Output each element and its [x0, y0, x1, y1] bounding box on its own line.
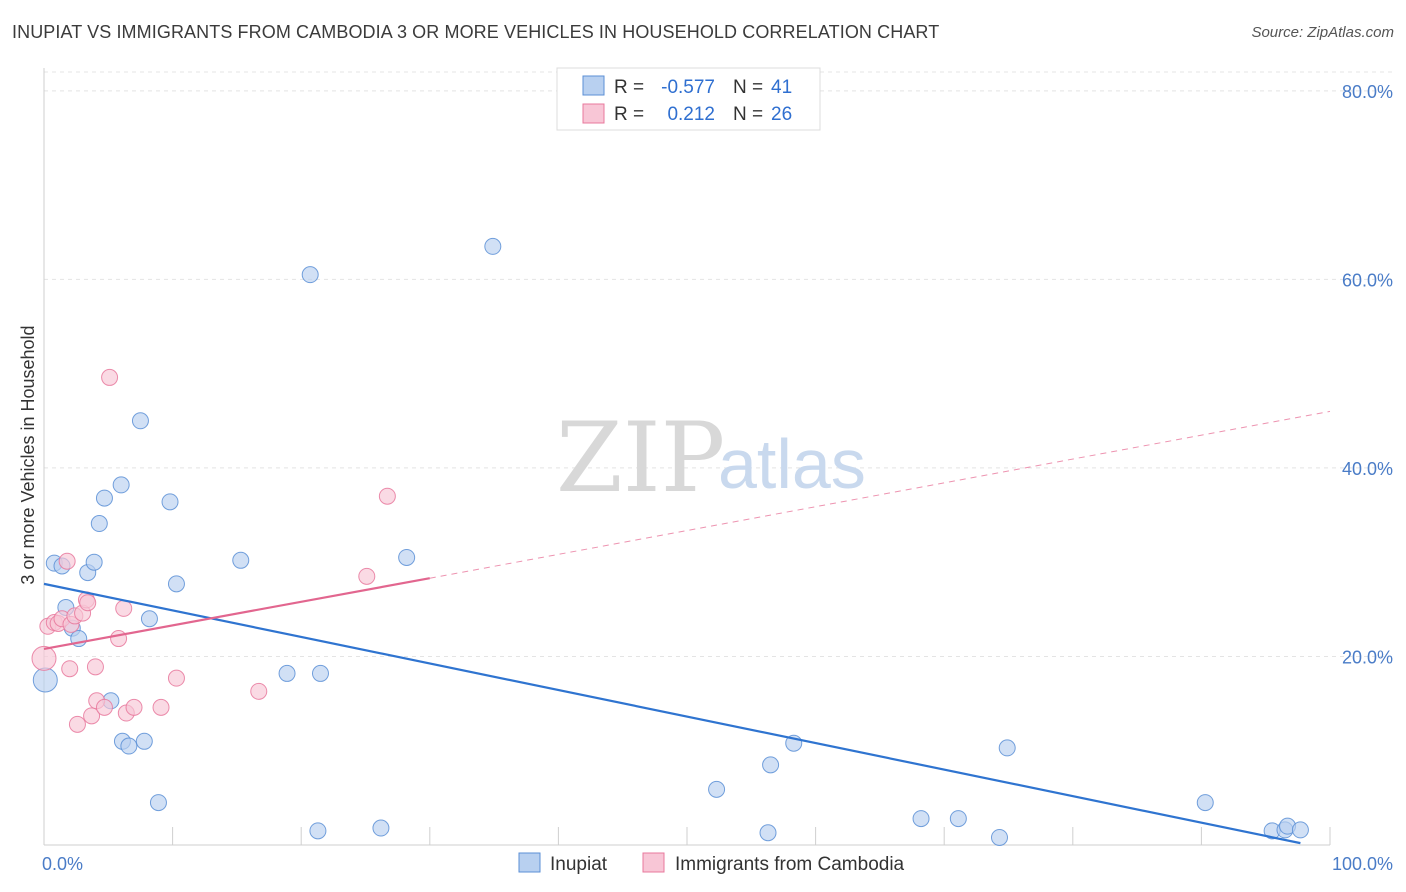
- inupiat-point-30: [762, 756, 780, 774]
- inupiat-point-19: [167, 575, 185, 593]
- axes: [43, 68, 1331, 846]
- inupiat-point-33: [949, 810, 967, 828]
- y-tick-label-2: 60.0%: [1342, 270, 1393, 290]
- inupiat-point-26: [398, 548, 416, 566]
- cambodia-point-16: [95, 698, 113, 716]
- inupiat-point-16: [140, 610, 158, 628]
- inupiat-point-34: [990, 828, 1008, 846]
- inupiat-point-7: [85, 553, 103, 571]
- inupiat-point-23: [309, 822, 327, 840]
- inupiat-point-29: [759, 824, 777, 842]
- bottom-legend-label-inupiat: Inupiat: [550, 854, 608, 875]
- cambodia-point-19: [115, 599, 133, 617]
- legend-n-value-1: 26: [771, 104, 792, 125]
- cambodia-point-25: [358, 567, 376, 585]
- inupiat-point-21: [278, 664, 296, 682]
- bottom-legend-label-cambodia: Immigrants from Cambodia: [675, 854, 905, 875]
- trend-extension-cambodia: [429, 410, 1331, 579]
- legend-n-label-0: N =: [733, 77, 763, 98]
- inupiat-point-20: [232, 551, 250, 569]
- inupiat-point-36: [1196, 794, 1214, 812]
- inupiat-point-15: [135, 732, 153, 750]
- trend-line-inupiat: [43, 582, 1301, 845]
- bottom-legend: Inupiat Immigrants from Cambodia: [518, 852, 905, 875]
- cambodia-point-12: [79, 594, 97, 612]
- x-tick-labels: 0.0% 100.0%: [42, 854, 1393, 874]
- trend-lines: [43, 410, 1331, 845]
- y-tick-label-3: 80.0%: [1342, 82, 1393, 102]
- legend-n-value-0: 41: [771, 77, 792, 98]
- cambodia-point-24: [250, 682, 268, 700]
- inupiat-point-28: [708, 780, 726, 798]
- y-tick-label-0: 20.0%: [1342, 647, 1393, 667]
- watermark-atlas: atlas: [718, 425, 866, 503]
- cambodia-point-17: [101, 368, 119, 386]
- cambodia-point-18: [110, 630, 128, 648]
- cambodia-point-26: [378, 487, 396, 505]
- chart-title: INUPIAT VS IMMIGRANTS FROM CAMBODIA 3 OR…: [12, 22, 940, 42]
- cambodia-point-5: [58, 552, 76, 570]
- inupiat-point-32: [912, 810, 930, 828]
- inupiat-point-14: [131, 412, 149, 430]
- inupiat-point-9: [95, 489, 113, 507]
- x-tick-label-1: 100.0%: [1332, 854, 1393, 874]
- inupiat-point-17: [149, 794, 167, 812]
- cambodia-point-9: [68, 715, 86, 733]
- cambodia-point-22: [152, 698, 170, 716]
- watermark-zip: ZIP: [556, 402, 725, 514]
- inupiat-point-22: [301, 266, 319, 284]
- legend-r-value-0: -0.577: [661, 77, 715, 98]
- cambodia-point-21: [125, 698, 143, 716]
- source-label: Source: ZipAtlas.com: [1251, 24, 1394, 41]
- bottom-legend-swatch-inupiat: [518, 852, 541, 873]
- trend-line-cambodia: [43, 577, 430, 651]
- legend-r-label-1: R =: [614, 104, 644, 125]
- inupiat-point-0: [32, 667, 58, 693]
- bottom-legend-swatch-cambodia: [642, 852, 665, 873]
- series-cambodia: [31, 368, 396, 733]
- legend-swatch-cambodia: [582, 103, 605, 124]
- inupiat-point-11: [112, 476, 130, 494]
- y-tick-labels: 20.0% 40.0% 60.0% 80.0%: [1342, 82, 1393, 668]
- watermark: ZIP atlas: [556, 402, 866, 514]
- cambodia-point-13: [83, 707, 101, 725]
- grid-lines: [44, 71, 1394, 657]
- inupiat-point-8: [90, 515, 108, 533]
- legend-n-label-1: N =: [733, 104, 763, 125]
- legend-swatch-inupiat: [582, 75, 605, 96]
- series-inupiat: [32, 237, 1309, 846]
- inupiat-point-27: [484, 237, 502, 255]
- inupiat-point-40: [1291, 821, 1309, 839]
- y-axis-label: 3 or more Vehicles in Household: [18, 325, 38, 584]
- legend-r-value-1: 0.212: [667, 104, 715, 125]
- cambodia-point-0: [31, 645, 57, 671]
- y-tick-label-1: 40.0%: [1342, 459, 1393, 479]
- x-tick-label-0: 0.0%: [42, 854, 83, 874]
- inupiat-point-35: [998, 739, 1016, 757]
- inupiat-point-18: [161, 493, 179, 511]
- inupiat-point-25: [372, 819, 390, 837]
- inupiat-point-24: [311, 664, 329, 682]
- inupiat-point-13: [120, 737, 138, 755]
- legend-r-label-0: R =: [614, 77, 644, 98]
- legend-box: R = -0.577 N = 41 R = 0.212 N = 26: [556, 67, 821, 131]
- cambodia-point-6: [61, 660, 79, 678]
- cambodia-point-14: [86, 658, 104, 676]
- cambodia-point-23: [167, 669, 185, 687]
